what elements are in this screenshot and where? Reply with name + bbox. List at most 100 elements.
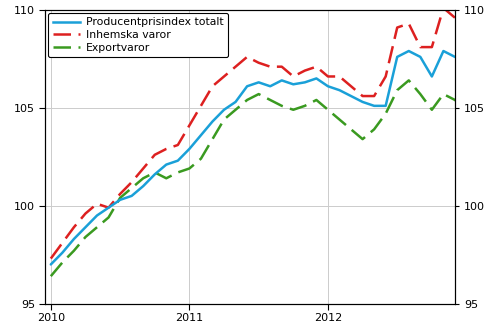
Exportvaror: [382, 112, 388, 115]
Producentprisindex totalt: [336, 88, 342, 92]
Inhemska varor: [360, 94, 366, 98]
Producentprisindex totalt: [418, 55, 424, 59]
Inhemska varor: [140, 167, 146, 171]
Exportvaror: [267, 98, 273, 102]
Producentprisindex totalt: [440, 49, 446, 53]
Inhemska varor: [256, 61, 262, 65]
Producentprisindex totalt: [82, 225, 88, 229]
Exportvaror: [418, 92, 424, 96]
Inhemska varor: [48, 257, 54, 261]
Exportvaror: [360, 137, 366, 141]
Inhemska varor: [371, 94, 377, 98]
Exportvaror: [186, 167, 192, 171]
Inhemska varor: [452, 16, 458, 20]
Producentprisindex totalt: [382, 104, 388, 108]
Inhemska varor: [152, 153, 158, 157]
Inhemska varor: [210, 84, 216, 88]
Producentprisindex totalt: [302, 81, 308, 84]
Producentprisindex totalt: [348, 94, 354, 98]
Exportvaror: [60, 260, 66, 264]
Inhemska varor: [382, 75, 388, 79]
Exportvaror: [94, 225, 100, 229]
Inhemska varor: [290, 75, 296, 79]
Inhemska varor: [186, 123, 192, 127]
Inhemska varor: [198, 104, 204, 108]
Exportvaror: [117, 196, 123, 200]
Inhemska varor: [325, 75, 331, 79]
Producentprisindex totalt: [117, 198, 123, 202]
Inhemska varor: [394, 25, 400, 29]
Producentprisindex totalt: [60, 251, 66, 255]
Exportvaror: [164, 176, 170, 180]
Inhemska varor: [221, 75, 227, 79]
Producentprisindex totalt: [128, 194, 134, 198]
Exportvaror: [464, 108, 469, 112]
Producentprisindex totalt: [186, 147, 192, 151]
Producentprisindex totalt: [360, 100, 366, 104]
Exportvaror: [302, 104, 308, 108]
Producentprisindex totalt: [221, 108, 227, 112]
Exportvaror: [290, 108, 296, 112]
Producentprisindex totalt: [429, 75, 435, 79]
Inhemska varor: [440, 6, 446, 10]
Producentprisindex totalt: [140, 184, 146, 188]
Exportvaror: [106, 215, 112, 219]
Inhemska varor: [82, 212, 88, 215]
Inhemska varor: [71, 225, 77, 229]
Exportvaror: [71, 249, 77, 253]
Inhemska varor: [175, 143, 181, 147]
Producentprisindex totalt: [175, 159, 181, 163]
Inhemska varor: [279, 65, 285, 69]
Producentprisindex totalt: [314, 77, 320, 81]
Exportvaror: [175, 170, 181, 174]
Producentprisindex totalt: [94, 214, 100, 217]
Exportvaror: [406, 79, 412, 82]
Exportvaror: [440, 92, 446, 96]
Producentprisindex totalt: [267, 84, 273, 88]
Producentprisindex totalt: [152, 172, 158, 176]
Exportvaror: [256, 92, 262, 96]
Producentprisindex totalt: [244, 84, 250, 88]
Producentprisindex totalt: [406, 49, 412, 53]
Line: Exportvaror: Exportvaror: [51, 81, 467, 276]
Inhemska varor: [60, 241, 66, 245]
Producentprisindex totalt: [371, 104, 377, 108]
Inhemska varor: [232, 65, 238, 69]
Exportvaror: [279, 104, 285, 108]
Inhemska varor: [418, 45, 424, 49]
Inhemska varor: [464, 10, 469, 14]
Producentprisindex totalt: [256, 81, 262, 84]
Producentprisindex totalt: [198, 133, 204, 137]
Exportvaror: [244, 98, 250, 102]
Exportvaror: [232, 108, 238, 112]
Inhemska varor: [348, 84, 354, 88]
Exportvaror: [336, 117, 342, 121]
Exportvaror: [348, 127, 354, 131]
Inhemska varor: [94, 202, 100, 206]
Inhemska varor: [117, 192, 123, 196]
Exportvaror: [314, 98, 320, 102]
Exportvaror: [221, 117, 227, 121]
Inhemska varor: [267, 65, 273, 69]
Inhemska varor: [128, 180, 134, 184]
Inhemska varor: [429, 45, 435, 49]
Exportvaror: [394, 88, 400, 92]
Producentprisindex totalt: [210, 119, 216, 123]
Producentprisindex totalt: [232, 100, 238, 104]
Producentprisindex totalt: [394, 55, 400, 59]
Inhemska varor: [302, 69, 308, 73]
Inhemska varor: [164, 147, 170, 151]
Producentprisindex totalt: [164, 163, 170, 167]
Legend: Producentprisindex totalt, Inhemska varor, Exportvaror: Producentprisindex totalt, Inhemska varo…: [48, 13, 228, 57]
Inhemska varor: [106, 206, 112, 210]
Producentprisindex totalt: [279, 79, 285, 82]
Producentprisindex totalt: [452, 55, 458, 59]
Producentprisindex totalt: [290, 82, 296, 86]
Producentprisindex totalt: [106, 206, 112, 210]
Exportvaror: [152, 170, 158, 174]
Exportvaror: [198, 157, 204, 161]
Producentprisindex totalt: [464, 59, 469, 63]
Producentprisindex totalt: [325, 84, 331, 88]
Producentprisindex totalt: [48, 262, 54, 266]
Producentprisindex totalt: [71, 237, 77, 241]
